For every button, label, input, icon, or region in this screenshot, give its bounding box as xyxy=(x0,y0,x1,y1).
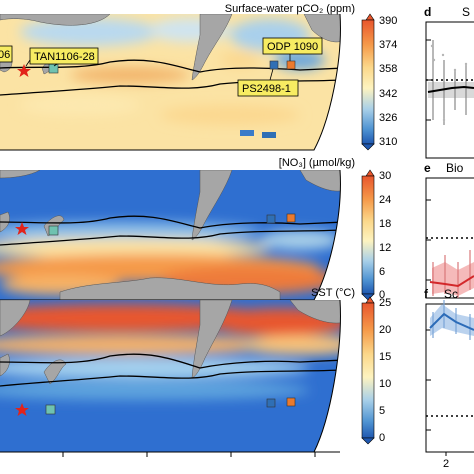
map-sst-xticks xyxy=(0,451,340,457)
label-odp1090: ODP 1090 xyxy=(262,37,323,55)
cb-no3-tick-0: 30 xyxy=(379,170,391,182)
map-sst-title: SST (°C) xyxy=(311,287,355,299)
site-star-c xyxy=(15,403,29,416)
cb-pco2-tick-5: 310 xyxy=(379,136,397,148)
svg-text:ODP 1090: ODP 1090 xyxy=(267,41,318,53)
site-teal-a xyxy=(48,63,59,74)
svg-text:06: 06 xyxy=(0,49,10,61)
map-pco2: 06 TAN1106-28 ODP 1090 PS2498-1 Surface-… xyxy=(0,3,397,151)
map-no3-field xyxy=(0,170,341,300)
site-orange-a xyxy=(286,60,296,70)
panel-f-letter: f xyxy=(424,287,429,301)
panel-d-title: S xyxy=(462,5,470,19)
site-star-a xyxy=(17,64,31,77)
panel-e-title: Bio xyxy=(446,161,464,175)
cb-no3-tick-1: 24 xyxy=(379,194,391,206)
cb-pco2-tick-4: 326 xyxy=(379,112,397,124)
site-orange-b xyxy=(286,213,296,223)
cb-sst-tick-5: 0 xyxy=(379,432,385,444)
svg-text:PS2498-1: PS2498-1 xyxy=(242,83,291,95)
cb-no3-tick-5: 0 xyxy=(379,289,385,301)
map-sst: SST (°C) 25 20 15 10 5 0 xyxy=(0,287,391,457)
side-panel-e: e Bio xyxy=(424,161,474,299)
svg-text:TAN1106-28: TAN1106-28 xyxy=(34,51,95,63)
panel-f-title: Sc xyxy=(444,287,458,301)
cb-pco2-tick-1: 374 xyxy=(379,39,397,51)
site-orange-c xyxy=(286,397,296,407)
colorbar-no3: 30 24 18 12 6 0 xyxy=(361,169,391,301)
map-pco2-title: Surface-water pCO₂ (ppm) xyxy=(225,3,355,15)
site-blue-b xyxy=(266,214,276,224)
label-partial: 06 xyxy=(0,45,13,63)
cb-no3-tick-3: 12 xyxy=(379,242,391,254)
cb-sst-tick-4: 5 xyxy=(379,405,385,417)
panel-d-letter: d xyxy=(424,5,431,19)
cb-no3-tick-2: 18 xyxy=(379,218,391,230)
map-no3-title: [NO₃] (µmol/kg) xyxy=(279,157,355,169)
cb-sst-tick-3: 10 xyxy=(379,378,391,390)
side-panel-d: d S xyxy=(424,5,474,159)
cb-pco2-tick-2: 358 xyxy=(379,63,397,75)
colorbar-sst: 25 20 15 10 5 0 xyxy=(361,296,391,445)
cb-sst-tick-0: 25 xyxy=(379,297,391,309)
site-star-b xyxy=(15,222,29,235)
cb-no3-tick-4: 6 xyxy=(379,266,385,278)
site-blue-c xyxy=(266,398,276,408)
cb-sst-tick-1: 20 xyxy=(379,324,391,336)
site-teal-c xyxy=(45,404,56,415)
cb-pco2-tick-3: 342 xyxy=(379,88,397,100)
map-sst-field xyxy=(0,300,341,452)
panel-e-letter: e xyxy=(424,161,431,175)
label-ps2498-1: PS2498-1 xyxy=(237,79,299,97)
site-teal-b xyxy=(48,225,59,236)
label-tan1106-28: TAN1106-28 xyxy=(29,47,99,65)
cb-sst-tick-2: 15 xyxy=(379,351,391,363)
panel-f-xtick-2: 2 xyxy=(443,458,449,470)
side-panel-f: f Sc 2 xyxy=(424,287,474,470)
colorbar-pco2: 390 374 358 342 326 310 xyxy=(361,13,397,151)
cb-pco2-tick-0: 390 xyxy=(379,15,397,27)
map-no3: [NO₃] (µmol/kg) 30 24 18 12 6 0 xyxy=(0,157,391,301)
site-blue-a xyxy=(269,60,279,70)
